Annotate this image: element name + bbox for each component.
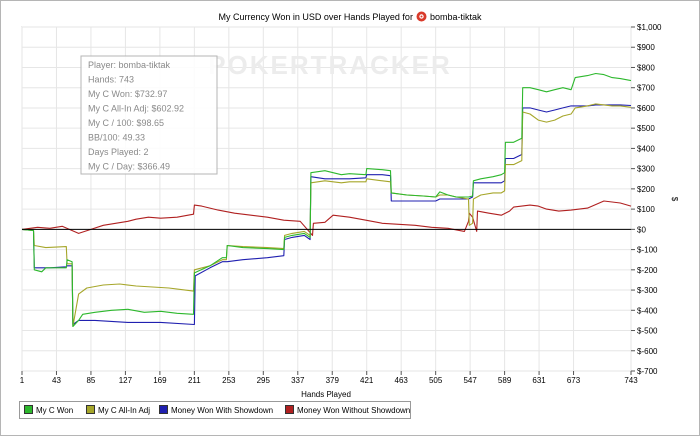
y-tick-label: $300: [637, 165, 655, 174]
x-tick-label: 743: [624, 376, 638, 385]
chart-title-text: My Currency Won in USD over Hands Played…: [218, 12, 413, 22]
axis-ticks: $1,000 $900 $800 $700 $600 $500 $400 $300 $200 $1…: [20, 23, 662, 385]
x-tick-label: 85: [86, 376, 95, 385]
pokertracker-logo-icon: [416, 11, 427, 24]
y-tick-label: $600: [637, 104, 655, 113]
legend-item: Money Won With Showdown: [159, 405, 273, 415]
info-line: Days Played: 2: [88, 147, 149, 157]
info-line: Player: bomba-tiktak: [88, 60, 171, 70]
info-line: My C Won: $732.97: [88, 89, 167, 99]
info-line: BB/100: 49.33: [88, 133, 145, 143]
series-line-my-c-all-in-adj: [21, 103, 632, 328]
y-tick-label: $-300: [637, 286, 658, 295]
info-line: Hands: 743: [88, 75, 134, 85]
watermark: POKERTRACKER: [208, 50, 452, 80]
y-tick-label: $-100: [637, 246, 658, 255]
chart-title: My Currency Won in USD over Hands Played…: [0, 11, 700, 24]
y-tick-label: $500: [637, 124, 655, 133]
x-tick-label: 463: [395, 376, 409, 385]
x-tick-label: 589: [498, 376, 512, 385]
y-tick-label: $-500: [637, 327, 658, 336]
x-tick-label: 127: [119, 376, 133, 385]
player-name: bomba-tiktak: [429, 12, 482, 22]
legend-item: My C Won: [24, 405, 73, 415]
legend-label: Money Won With Showdown: [171, 406, 274, 415]
y-tick-label: $800: [637, 63, 655, 72]
y-tick-label: $200: [637, 185, 655, 194]
info-box: Player: bomba-tiktak Hands: 743 My C Won: …: [80, 55, 218, 175]
x-tick-label: 547: [463, 376, 477, 385]
x-axis-label: Hands Played: [301, 390, 351, 399]
x-tick-label: 253: [222, 376, 236, 385]
y-tick-label: $0: [637, 225, 646, 234]
legend-swatch: [86, 405, 95, 414]
legend-swatch: [159, 405, 168, 414]
legend-label: My C All-In Adj: [98, 406, 151, 415]
info-line: My C / Day: $366.49: [88, 162, 170, 172]
x-tick-label: 673: [567, 376, 581, 385]
x-tick-label: 211: [188, 376, 201, 385]
x-tick-label: 631: [532, 376, 546, 385]
legend-label: Money Won Without Showdown: [297, 406, 411, 415]
info-line: My C / 100: $98.65: [88, 118, 164, 128]
legend-item: Money Won Without Showdown: [285, 405, 410, 415]
x-tick-label: 295: [257, 376, 271, 385]
legend-item: My C All-In Adj: [86, 405, 150, 415]
x-tick-label: 337: [291, 376, 305, 385]
x-tick-label: 505: [429, 376, 443, 385]
x-tick-label: 169: [153, 376, 167, 385]
chart-legend: My C Won My C All-In Adj Money Won With Sh…: [19, 401, 411, 419]
y-tick-label: $900: [637, 43, 655, 52]
series-line-money-won-without-showdown: [21, 200, 632, 236]
x-tick-label: 379: [326, 376, 340, 385]
x-tick-label: 1: [20, 376, 25, 385]
y-tick-label: $700: [637, 84, 655, 93]
legend-swatch: [285, 405, 294, 414]
legend-swatch: [24, 405, 33, 414]
y-tick-label: $-200: [637, 266, 658, 275]
y-axis-label: $: [670, 197, 679, 202]
legend-label: My C Won: [36, 406, 74, 415]
info-line: My C All-In Adj: $602.92: [88, 104, 184, 114]
y-tick-label: $-400: [637, 306, 658, 315]
series-line-my-c-won: [21, 72, 632, 328]
y-tick-label: $-700: [637, 367, 658, 376]
y-tick-label: $1,000: [637, 23, 662, 32]
x-tick-label: 421: [360, 376, 374, 385]
y-tick-label: $400: [637, 144, 655, 153]
y-tick-label: $100: [637, 205, 655, 214]
y-tick-label: $-600: [637, 347, 658, 356]
x-tick-label: 43: [52, 376, 61, 385]
